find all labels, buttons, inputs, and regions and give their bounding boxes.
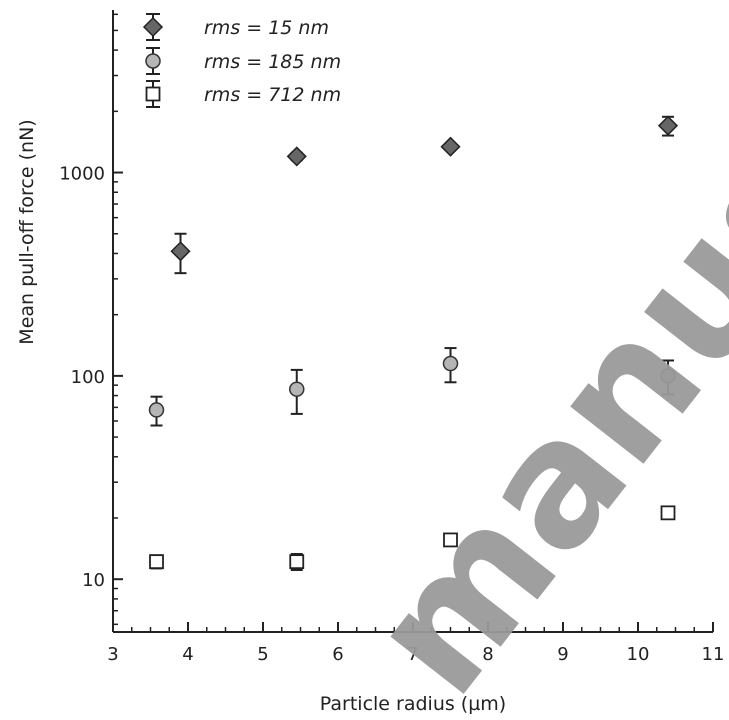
x-tick-label: 6: [332, 644, 343, 665]
x-tick-label: 5: [257, 644, 268, 665]
data-point-diamond: [440, 136, 461, 157]
legend-label: rms = 15 nm: [204, 17, 329, 39]
data-point-circle: [148, 402, 165, 418]
legend-marker-diamond: [142, 16, 164, 38]
data-series: [148, 115, 679, 571]
data-point-diamond: [657, 115, 679, 136]
legend-label: rms = 712 nm: [204, 84, 341, 106]
legend-marker-square: [145, 86, 161, 102]
x-tick-label: 8: [482, 644, 493, 665]
y-tick-label: 10: [82, 570, 105, 591]
axes: 3 4 5 6 7 8 9 10 11 10 100 1000: [59, 10, 724, 665]
y-tick-label: 1000: [59, 164, 105, 185]
data-point-diamond: [170, 241, 191, 262]
legend-marker-circle: [145, 53, 161, 69]
legend: rms = 15 nm rms = 185 nm rms = 712 nm: [142, 13, 341, 108]
x-axis-title: Particle radius (µm): [320, 693, 506, 715]
series-diamond: [170, 115, 679, 275]
x-tick-label: 3: [107, 644, 118, 665]
legend-label: rms = 185 nm: [204, 51, 341, 73]
x-tick-label: 11: [702, 644, 725, 665]
data-point-square: [660, 505, 676, 521]
data-point-circle: [442, 355, 459, 372]
data-point-circle: [289, 381, 305, 397]
data-point-diamond: [286, 146, 307, 167]
series-square: [149, 505, 676, 571]
series-circle: [148, 347, 676, 427]
data-point-circle: [660, 368, 676, 384]
x-tick-label: 9: [557, 644, 568, 665]
data-point-square: [443, 532, 458, 548]
data-point-square: [149, 554, 164, 570]
y-axis-title: Mean pull-off force (nN): [16, 119, 38, 344]
y-tick-label: 100: [71, 367, 105, 388]
x-tick-label: 7: [407, 644, 418, 665]
data-point-square: [289, 554, 305, 570]
x-tick-label: 4: [182, 644, 193, 665]
x-tick-label: 10: [627, 644, 650, 665]
